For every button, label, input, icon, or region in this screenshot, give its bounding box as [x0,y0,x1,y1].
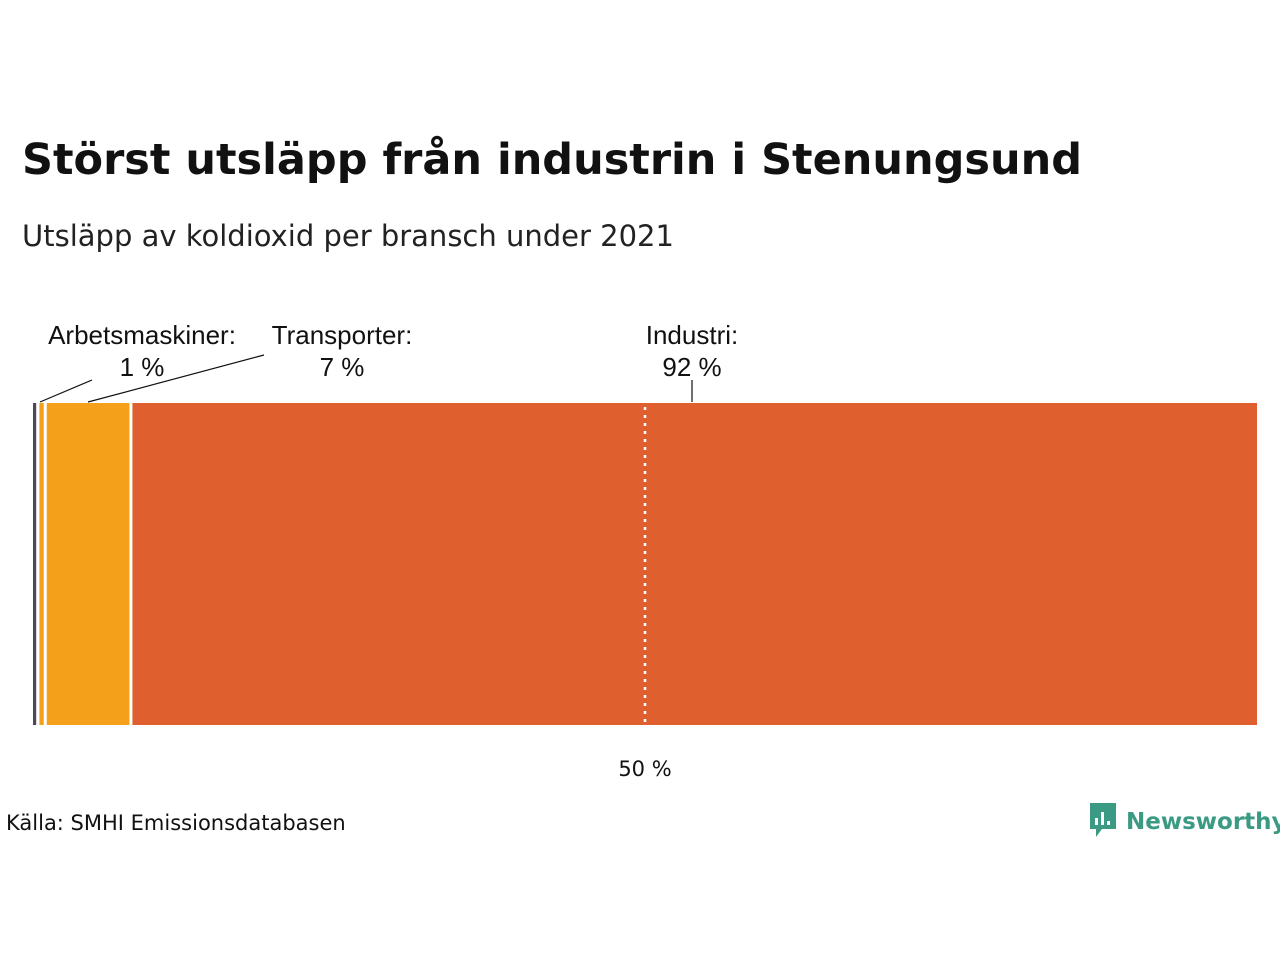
bar-segment-transporter [45,403,131,725]
bar-segment-ovrigt [33,403,38,725]
leader-line-transporter [87,354,265,403]
segment-value-transporter: 7 % [320,352,365,382]
segment-label-industri: Industri: [646,320,739,350]
segment-label-arbetsmaskiner: Arbetsmaskiner: [48,320,236,350]
segment-label-transporter: Transporter: [272,320,413,350]
chart-title: Störst utsläpp från industrin i Stenungs… [22,135,1082,185]
leader-line-arbetsmaskiner [39,379,93,403]
bar-segments [33,403,1257,725]
brand-name: Newsworthy [1126,809,1280,835]
brand[interactable]: Newsworthy [1088,802,1280,842]
stacked-bar-chart: 50 % Arbetsmaskiner:1 % Transporter:7 % In… [33,320,1257,781]
segment-labels: Arbetsmaskiner:1 % Transporter:7 % Industr… [39,320,739,403]
bar-segment-industri [130,403,1257,725]
segment-value-arbetsmaskiner: 1 % [120,352,165,382]
segment-value-industri: 92 % [662,352,721,382]
newsworthy-logo-icon [1088,801,1118,843]
reference-line-label: 50 % [618,757,671,781]
chart-subtitle: Utsläpp av koldioxid per bransch under 2… [22,219,674,253]
reference-line-group: 50 % [618,407,672,781]
source-note: Källa: SMHI Emissionsdatabasen [6,811,346,835]
bar-segment-arbetsmaskiner [37,403,46,725]
